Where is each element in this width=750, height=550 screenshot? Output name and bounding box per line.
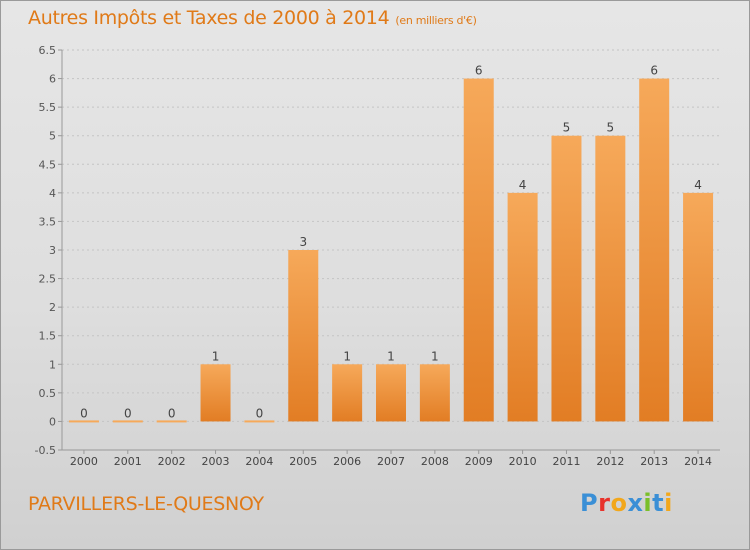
y-tick-label: 6	[49, 73, 56, 86]
y-tick-label: 5.5	[39, 101, 57, 114]
bar-2009	[463, 78, 494, 422]
logo-letter: i	[643, 489, 653, 517]
y-tick-label: 5	[49, 130, 56, 143]
y-tick-label: 2	[49, 301, 56, 314]
x-tick-label-2006: 2006	[333, 455, 361, 468]
y-tick-label: 1	[49, 358, 56, 371]
bar-2007	[376, 364, 406, 422]
bar-2001	[112, 420, 143, 423]
bar-2008	[419, 364, 450, 422]
bar-2010	[507, 192, 538, 422]
data-label-2014: 4	[694, 178, 702, 192]
data-label-2006: 1	[343, 349, 351, 363]
proxiti-logo: Proxiti	[580, 489, 673, 517]
x-tick-label-2004: 2004	[245, 455, 273, 468]
logo-letter: x	[627, 489, 644, 517]
bar-2013	[639, 78, 670, 422]
data-label-2011: 5	[563, 121, 571, 135]
chart-title-block: Autres Impôts et Taxes de 2000 à 2014 (en…	[28, 7, 477, 29]
x-tick-label-2012: 2012	[596, 455, 624, 468]
bar-2004	[244, 420, 275, 423]
chart-title: Autres Impôts et Taxes de 2000 à 2014	[28, 7, 390, 29]
y-tick-label: 6.5	[39, 44, 57, 57]
data-label-2009: 6	[475, 64, 483, 78]
x-tick-label-2010: 2010	[509, 455, 537, 468]
y-tick-label: 2.5	[39, 273, 57, 286]
bar-2012	[595, 135, 626, 422]
data-label-2007: 1	[387, 349, 395, 363]
bar-2003	[200, 364, 231, 422]
y-tick-label: 0	[49, 415, 56, 428]
logo-letter: t	[652, 489, 665, 517]
x-tick-label-2008: 2008	[421, 455, 449, 468]
y-tick-label: 0.5	[39, 387, 57, 400]
bar-2005	[288, 250, 319, 422]
data-label-2000: 0	[80, 406, 88, 420]
y-tick-label: 3	[49, 244, 56, 257]
x-tick-label-2005: 2005	[289, 455, 317, 468]
logo-letter: P	[580, 489, 599, 517]
data-label-2002: 0	[168, 406, 176, 420]
data-label-2004: 0	[256, 406, 264, 420]
logo-letter: i	[664, 489, 673, 517]
x-tick-label-2001: 2001	[114, 455, 142, 468]
logo-letter: r	[598, 489, 611, 517]
y-tick-label: 4.5	[39, 158, 57, 171]
x-tick-label-2011: 2011	[552, 455, 580, 468]
x-tick-label-2013: 2013	[640, 455, 668, 468]
bar-2014	[683, 192, 714, 422]
place-name: PARVILLERS-LE-QUESNOY	[28, 493, 264, 515]
x-tick-label-2007: 2007	[377, 455, 405, 468]
bar-2000	[68, 420, 99, 423]
y-tick-label: 1.5	[39, 330, 57, 343]
x-tick-label-2002: 2002	[158, 455, 186, 468]
chart-unit: (en milliers d'€)	[395, 14, 477, 27]
bar-2011	[551, 135, 582, 422]
y-tick-label: 4	[49, 187, 56, 200]
y-tick-label: 3.5	[39, 215, 57, 228]
data-label-2005: 3	[299, 235, 307, 249]
x-tick-label-2000: 2000	[70, 455, 98, 468]
data-label-2012: 5	[607, 121, 615, 135]
bar-2002	[156, 420, 187, 423]
y-tick-label: -0.5	[35, 444, 56, 457]
bar-2006	[332, 364, 363, 422]
data-label-2001: 0	[124, 406, 132, 420]
data-label-2003: 1	[212, 349, 220, 363]
data-label-2008: 1	[431, 349, 439, 363]
x-tick-label-2014: 2014	[684, 455, 712, 468]
logo-letter: o	[610, 489, 628, 517]
x-tick-label-2009: 2009	[465, 455, 493, 468]
data-label-2013: 6	[650, 64, 658, 78]
data-label-2010: 4	[519, 178, 527, 192]
x-tick-label-2003: 2003	[202, 455, 230, 468]
